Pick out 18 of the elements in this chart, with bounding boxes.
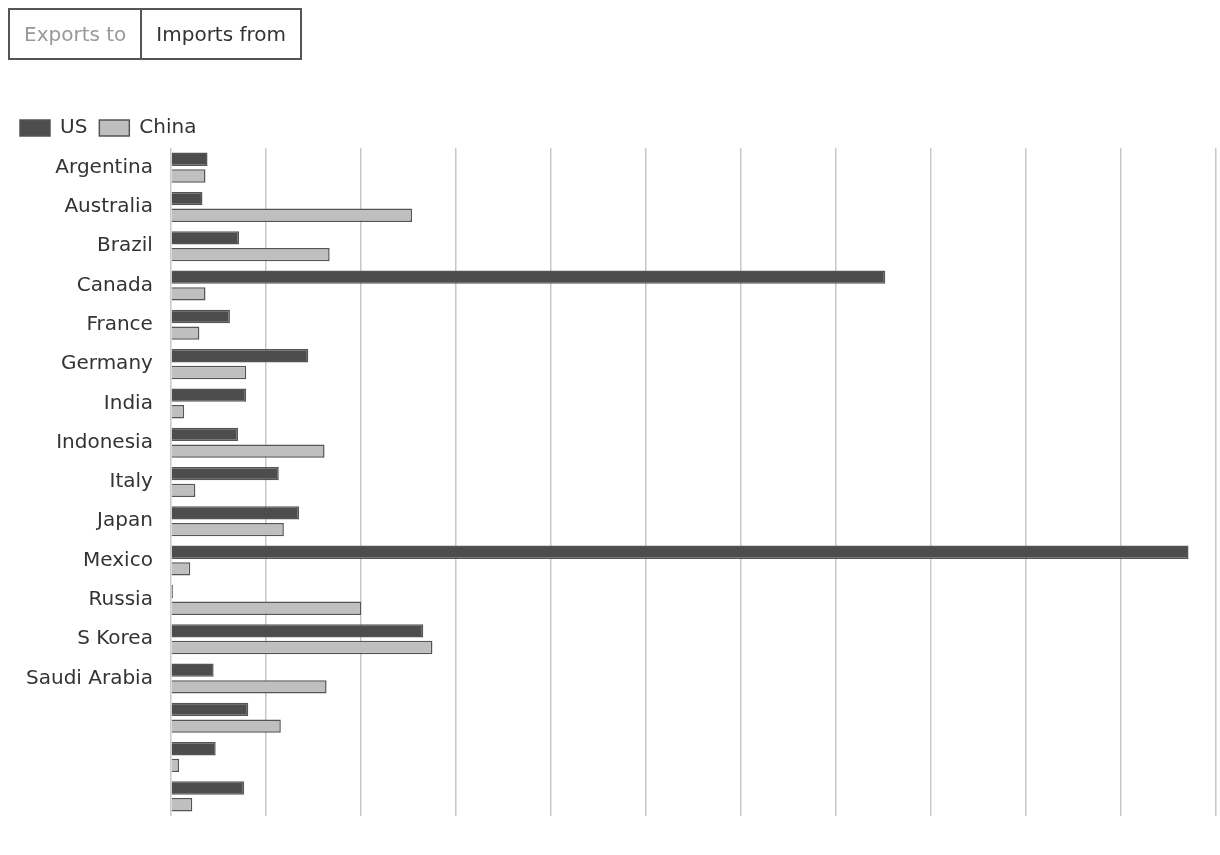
y-tick-label: Brazil (97, 232, 153, 257)
y-tick-label: Australia (64, 193, 153, 218)
y-tick-label: Japan (95, 507, 153, 532)
text: Imports from (140, 8, 303, 60)
y-tick-label: Mexico (83, 546, 153, 571)
y-tick-label: Canada (76, 271, 153, 296)
y-tick-label: France (86, 311, 153, 336)
text: Exports to (8, 8, 143, 60)
legend-label: China (139, 114, 197, 139)
y-tick-label: S Korea (77, 625, 153, 650)
y-tick-label: Russia (88, 586, 153, 611)
y-tick-label: Indonesia (56, 428, 153, 453)
y-tick-label: Italy (109, 468, 154, 493)
y-tick-label: Argentina (55, 153, 153, 178)
legend-label: US (60, 114, 88, 139)
y-tick-label: India (103, 389, 153, 414)
y-tick-label: Saudi Arabia (26, 664, 153, 689)
y-tick-label: Germany (60, 350, 154, 375)
